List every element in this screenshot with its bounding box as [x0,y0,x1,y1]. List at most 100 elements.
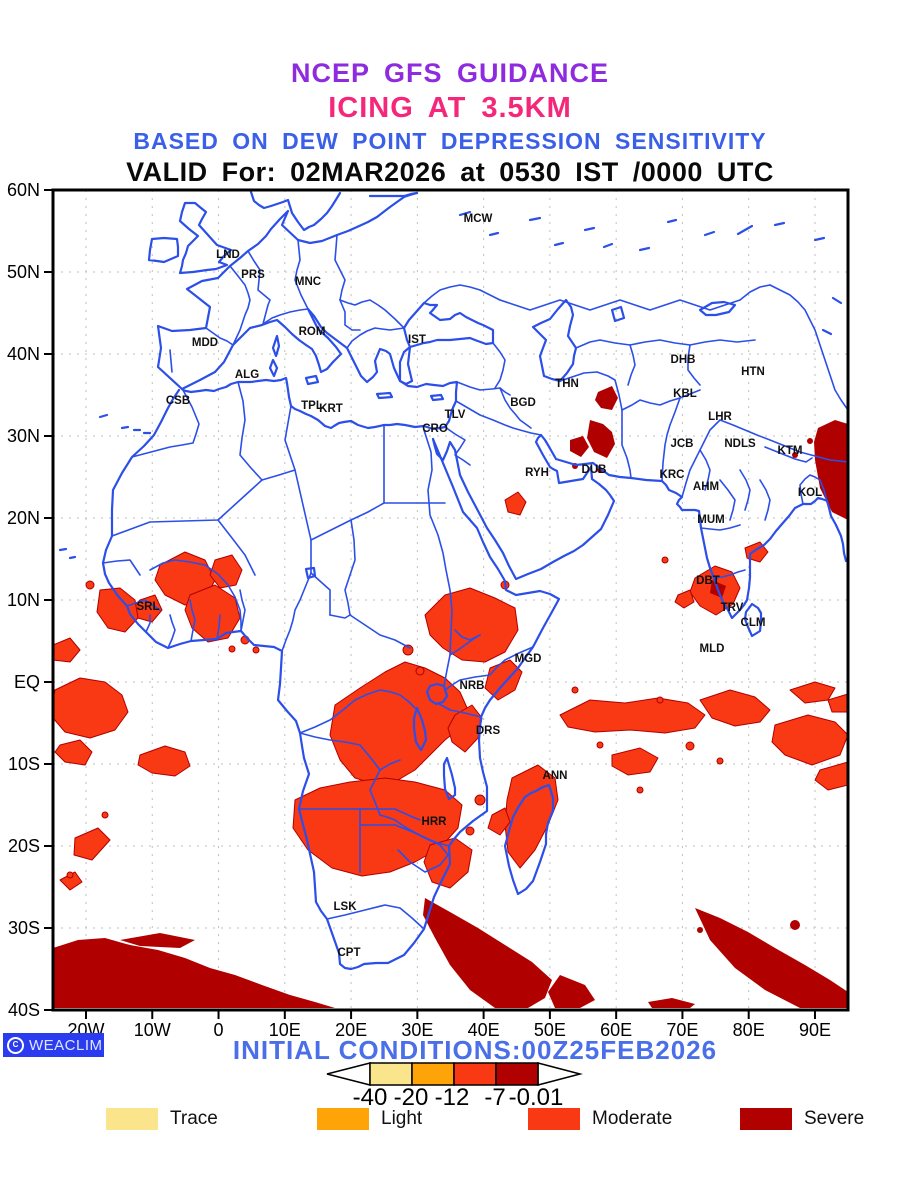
copyright-circle-icon: C [7,1036,24,1054]
lon-tick-label: 70E [666,1020,698,1040]
city-label-mdd: MDD [192,337,218,349]
country-borders [102,234,848,930]
lat-tick-label: 10S [8,754,40,774]
city-label-csb: CSB [166,395,190,407]
city-label-hrr: HRR [422,816,448,828]
legend-swatch [740,1108,792,1130]
valid-time-line: VALID For: 02MAR2026 at 0530 IST /0000 U… [126,157,774,187]
colorbar-value: -7 [484,1084,505,1111]
legend-item-trace: Trace [106,1108,218,1130]
lon-tick-label: 90E [799,1020,831,1040]
city-label-lsk: LSK [334,901,358,913]
lat-tick-label: 10N [7,590,40,610]
colorbar-right-arrow [537,1062,583,1086]
weaclim-brand-label: WEACLIM [29,1036,103,1054]
city-label-dbt: DBT [696,575,720,587]
subtitle-method: BASED ON DEW POINT DEPRESSION SENSITIVIT… [133,128,767,154]
lon-tick-label: 50E [534,1020,566,1040]
coastlines [58,190,848,971]
lat-tick-label: 20S [8,836,40,856]
legend-label: Trace [170,1108,218,1129]
subtitle-icing-level: ICING AT 3.5KM [328,92,572,124]
lon-tick-label: 10W [134,1020,171,1040]
city-label-drs: DRS [476,725,501,737]
lat-tick-label: 20N [7,508,40,528]
city-label-srl: SRL [137,601,160,613]
city-label-bgd: BGD [510,397,536,409]
city-label-mcw: MCW [464,213,493,225]
lon-tick-label: 10E [269,1020,301,1040]
axis-ticks [44,189,816,1019]
city-label-nrb: NRB [460,680,485,692]
city-label-rom: ROM [299,326,326,338]
city-label-tlv: TLV [445,409,466,421]
page-title: NCEP GFS GUIDANCE [290,58,610,88]
colorbar-cell [411,1062,455,1086]
colorbar-cell [453,1062,497,1086]
city-label-kol: KOL [798,487,822,499]
legend-item-light: Light [317,1108,422,1130]
severity-legend: Trace Light Moderate Severe [0,1108,900,1142]
legend-swatch [106,1108,158,1130]
colorbar-cell [369,1062,413,1086]
legend-label: Moderate [592,1108,673,1129]
colorbar-value: -20 [394,1084,429,1111]
city-label-ist: IST [408,334,426,346]
city-label-prs: PRS [241,269,265,281]
legend-label: Light [381,1108,423,1129]
city-label-dub: DUB [582,464,607,476]
city-label-ahm: AHM [693,481,719,493]
lat-tick-label: 30S [8,918,40,938]
weaclim-logo: C WEACLIM [3,1033,104,1057]
city-label-thn: THN [555,378,579,390]
city-label-alg: ALG [235,369,259,381]
city-label-mld: MLD [700,643,725,655]
lat-tick-label: 50N [7,262,40,282]
lat-tick-label: 40S [8,1000,40,1020]
city-label-ktm: KTM [778,445,803,457]
city-label-lnd: LND [216,249,240,261]
city-label-trv: TRV [721,602,744,614]
legend-item-moderate: Moderate [528,1108,672,1130]
city-label-lhr: LHR [708,411,732,423]
city-label-ndls: NDLS [724,438,756,450]
city-label-ryh: RYH [525,467,549,479]
lat-tick-label: 30N [7,426,40,446]
lon-tick-label: 40E [468,1020,500,1040]
icing-colorbar: -40 -20 -12 -7 -0.01 [326,1062,583,1111]
city-label-clm: CLM [741,617,766,629]
city-label-cro: CRO [422,423,448,435]
city-label-dhb: DHB [671,354,696,366]
colorbar-left-arrow [326,1062,371,1086]
city-label-kbl: KBL [673,388,697,400]
city-label-cpt: CPT [338,947,361,959]
city-label-ann: ANN [543,770,568,782]
lon-tick-label: 60E [600,1020,632,1040]
initial-conditions-line: INITIAL CONDITIONS:00Z25FEB2026 [232,1035,718,1065]
legend-item-severe: Severe [740,1108,864,1130]
legend-swatch [317,1108,369,1130]
city-label-mum: MUM [697,514,724,526]
legend-label: Severe [804,1108,865,1129]
lon-tick-label: 30E [401,1020,433,1040]
city-label-mgd: MGD [515,653,542,665]
colorbar-value: -0.01 [509,1084,564,1111]
colorbar-value: -40 [353,1084,388,1111]
colorbar-value: -12 [435,1084,470,1111]
icing-area-moderate [53,491,848,891]
city-label-tpl: TPL [301,400,323,412]
city-label-krt: KRT [319,403,343,415]
colorbar-cell [495,1062,539,1086]
lat-tick-label: EQ [14,672,40,692]
city-label-mnc: MNC [295,276,321,288]
city-label-krc: KRC [660,469,685,481]
lat-tick-label: 40N [7,344,40,364]
city-label-jcb: JCB [670,438,693,450]
city-label-htn: HTN [741,366,765,378]
lon-tick-label: 80E [733,1020,765,1040]
legend-swatch [528,1108,580,1130]
lon-tick-label: 0 [214,1020,224,1040]
